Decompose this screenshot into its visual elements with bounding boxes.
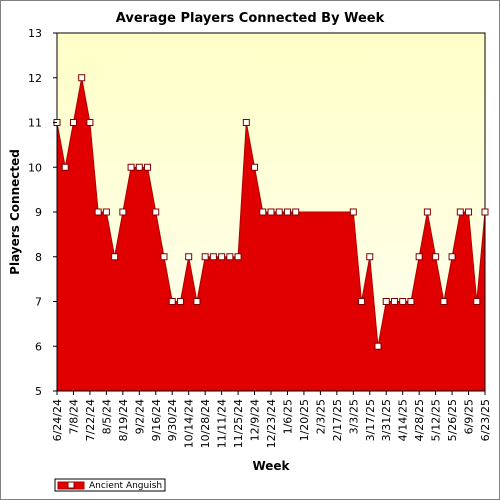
data-point (86, 119, 94, 126)
data-point (119, 208, 127, 216)
data-point (168, 298, 176, 305)
x-tick-label: 4/14/25 (397, 399, 410, 441)
data-point (456, 208, 464, 216)
data-point (102, 208, 110, 216)
data-point (61, 163, 69, 171)
data-point (390, 298, 398, 305)
x-tick-label: 9/16/24 (150, 399, 163, 441)
x-tick-label: 5/12/25 (430, 399, 443, 441)
data-point (448, 253, 456, 261)
x-tick-label: 6/24/24 (51, 399, 64, 441)
y-tick-label: 8 (35, 251, 42, 264)
data-point (226, 253, 234, 261)
data-point (135, 163, 143, 171)
x-tick-label: 6/9/25 (463, 399, 476, 434)
data-point (267, 208, 275, 216)
data-point (349, 208, 357, 216)
data-point (251, 163, 259, 171)
data-markers (53, 74, 489, 350)
x-tick-label: 10/14/24 (183, 399, 196, 448)
y-tick-label: 13 (28, 27, 42, 40)
series-area (56, 77, 486, 392)
x-tick-label: 5/26/25 (446, 399, 459, 441)
x-tick-label: 3/31/25 (380, 399, 393, 441)
x-tick-label: 11/25/24 (232, 399, 245, 448)
data-point (218, 253, 226, 261)
x-tick-label: 11/11/24 (216, 399, 229, 448)
y-tick-label: 11 (28, 117, 42, 130)
data-point (209, 253, 217, 261)
data-point (160, 253, 168, 261)
x-tick-label: 9/2/24 (133, 399, 146, 434)
data-point (423, 208, 431, 216)
data-point (69, 119, 77, 126)
data-point (399, 298, 407, 305)
data-point (234, 253, 242, 261)
x-axis-ticks: 6/24/24 7/8/24 7/22/24 8/5/24 8/19/24 9/2/24 9… (51, 391, 492, 448)
x-tick-label: 1/6/25 (281, 399, 294, 434)
legend-label: Ancient Anguish (89, 481, 162, 491)
data-point (176, 298, 184, 305)
x-tick-label: 7/8/24 (67, 399, 80, 434)
data-point (152, 208, 160, 216)
data-point (407, 298, 415, 305)
data-point (185, 253, 193, 261)
y-tick-label: 7 (35, 296, 42, 309)
data-point (358, 298, 366, 305)
data-point (374, 342, 382, 350)
data-point (144, 163, 152, 171)
x-tick-label: 10/28/24 (199, 399, 212, 448)
x-tick-label: 2/17/25 (331, 399, 344, 441)
x-tick-label: 3/3/25 (347, 399, 360, 434)
x-tick-label: 2/3/25 (314, 399, 327, 434)
x-tick-label: 6/23/25 (479, 399, 492, 441)
x-tick-label: 12/23/24 (265, 399, 278, 448)
x-tick-label: 8/5/24 (100, 399, 113, 434)
x-axis-label: Week (252, 459, 290, 473)
data-point (193, 298, 201, 305)
x-tick-label: 7/22/24 (84, 399, 97, 441)
y-axis-label: Players Connected (8, 149, 22, 275)
x-tick-label: 9/30/24 (166, 399, 179, 441)
x-tick-label: 12/9/24 (249, 399, 262, 441)
data-point (440, 298, 448, 305)
data-point (473, 298, 481, 305)
data-point (78, 74, 86, 82)
data-point (366, 253, 374, 261)
legend: Ancient Anguish (54, 478, 166, 492)
data-point (292, 208, 300, 216)
data-point (481, 208, 489, 216)
x-tick-label: 1/20/25 (298, 399, 311, 441)
data-point (275, 208, 283, 216)
data-point (111, 253, 119, 261)
data-point (201, 253, 209, 261)
legend-marker (67, 481, 75, 489)
data-point (283, 208, 291, 216)
x-tick-label: 4/28/25 (413, 399, 426, 441)
data-point (259, 208, 267, 216)
y-tick-label: 9 (35, 206, 42, 219)
y-tick-label: 5 (35, 385, 42, 398)
data-point (94, 208, 102, 216)
data-point (465, 208, 473, 216)
x-tick-label: 8/19/24 (117, 399, 130, 441)
data-point (432, 253, 440, 261)
y-tick-label: 10 (28, 161, 42, 174)
y-tick-label: 6 (35, 340, 42, 353)
y-axis-ticks: 5 6 7 8 9 10 11 12 13 (28, 27, 57, 398)
data-point (242, 119, 250, 126)
x-tick-label: 3/17/25 (364, 399, 377, 441)
data-point (382, 298, 390, 305)
data-point (415, 253, 423, 261)
chart-title: Average Players Connected By Week (116, 11, 385, 26)
y-tick-label: 12 (28, 72, 42, 85)
data-point (127, 163, 135, 171)
